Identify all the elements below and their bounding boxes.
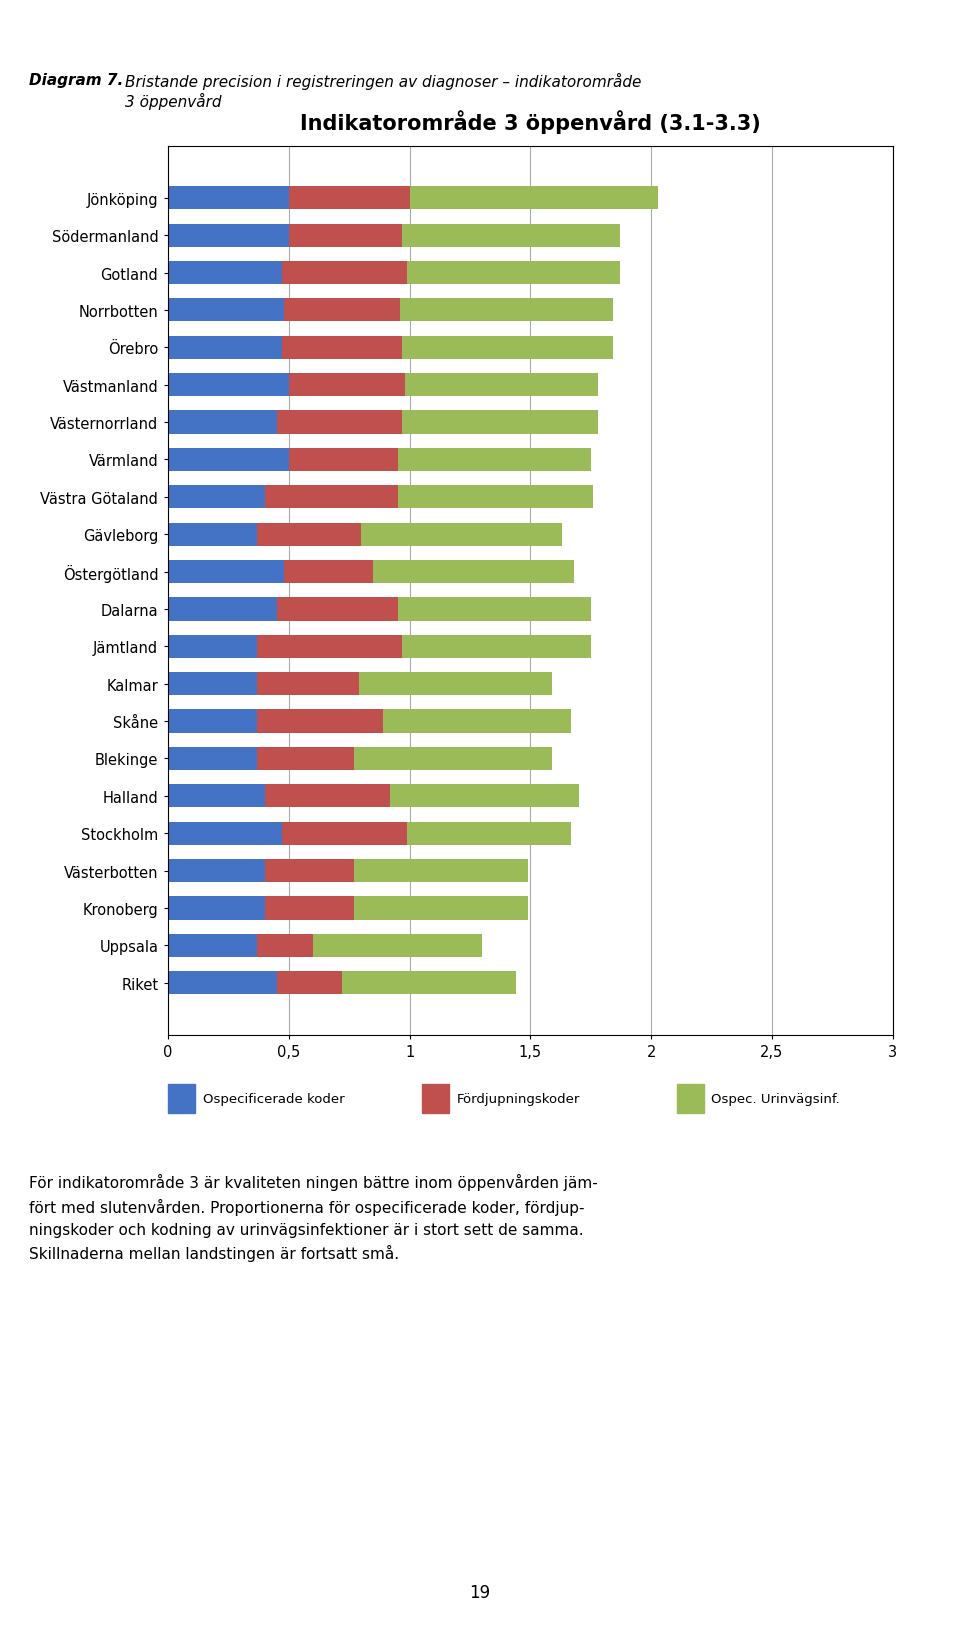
Bar — [257, 523, 361, 546]
Bar — [342, 971, 516, 994]
Bar — [257, 711, 383, 734]
Bar — [168, 822, 281, 846]
Bar — [397, 598, 590, 621]
Bar — [284, 561, 373, 584]
Bar — [276, 598, 397, 621]
Bar — [400, 300, 612, 323]
Bar — [289, 448, 397, 471]
Bar — [284, 300, 400, 323]
Text: Ospec. Urinvägsinf.: Ospec. Urinvägsinf. — [711, 1092, 840, 1105]
Bar — [257, 934, 313, 957]
Bar — [168, 336, 281, 360]
Bar — [407, 822, 571, 846]
Bar — [168, 523, 257, 546]
Bar — [168, 673, 257, 696]
Bar — [168, 448, 289, 471]
Bar — [402, 636, 590, 659]
Bar — [168, 225, 289, 248]
Bar — [168, 262, 281, 285]
Bar — [265, 784, 391, 808]
Bar — [410, 187, 659, 210]
Text: För indikatorområde 3 är kvaliteten ningen bättre inom öppenvården jäm-
fört med: För indikatorområde 3 är kvaliteten ning… — [29, 1174, 597, 1262]
Bar — [265, 859, 354, 882]
Text: Fördjupningskoder: Fördjupningskoder — [457, 1092, 581, 1105]
Bar — [402, 336, 612, 360]
Bar — [168, 784, 265, 808]
Bar — [168, 971, 276, 994]
Bar — [168, 411, 276, 434]
Bar — [168, 300, 284, 323]
Bar — [361, 523, 562, 546]
Bar — [168, 934, 257, 957]
Bar — [168, 859, 265, 882]
Bar — [168, 598, 276, 621]
Text: Diagram 7.: Diagram 7. — [29, 73, 123, 88]
Bar — [168, 748, 257, 771]
Bar — [168, 486, 265, 509]
Bar — [405, 373, 598, 398]
Bar — [354, 897, 528, 919]
Bar — [265, 486, 397, 509]
Bar — [281, 262, 407, 285]
Bar — [281, 336, 402, 360]
Bar — [373, 561, 574, 584]
Bar — [289, 373, 405, 398]
Bar — [359, 673, 552, 696]
Bar — [313, 934, 482, 957]
Bar — [168, 711, 257, 734]
Bar — [276, 411, 402, 434]
Bar — [397, 486, 593, 509]
Bar — [289, 187, 410, 210]
Bar — [168, 897, 265, 919]
Bar — [397, 448, 590, 471]
Bar — [354, 859, 528, 882]
Bar — [391, 784, 579, 808]
Bar — [168, 561, 284, 584]
Bar — [168, 373, 289, 398]
Bar — [402, 411, 598, 434]
Bar — [265, 897, 354, 919]
Bar — [289, 225, 402, 248]
Bar — [281, 822, 407, 846]
Title: Indikatorområde 3 öppenvård (3.1-3.3): Indikatorområde 3 öppenvård (3.1-3.3) — [300, 111, 760, 134]
Bar — [383, 711, 571, 734]
Bar — [168, 187, 289, 210]
Bar — [407, 262, 620, 285]
Text: Bristande precision i registreringen av diagnoser – indikatorområde
3 öppenvård: Bristande precision i registreringen av … — [125, 73, 641, 111]
Text: 19: 19 — [469, 1583, 491, 1601]
Bar — [257, 748, 354, 771]
Bar — [168, 636, 257, 659]
Bar — [276, 971, 342, 994]
Bar — [257, 673, 359, 696]
Bar — [354, 748, 552, 771]
Bar — [402, 225, 620, 248]
Bar — [257, 636, 402, 659]
Text: Ospecificerade koder: Ospecificerade koder — [203, 1092, 345, 1105]
